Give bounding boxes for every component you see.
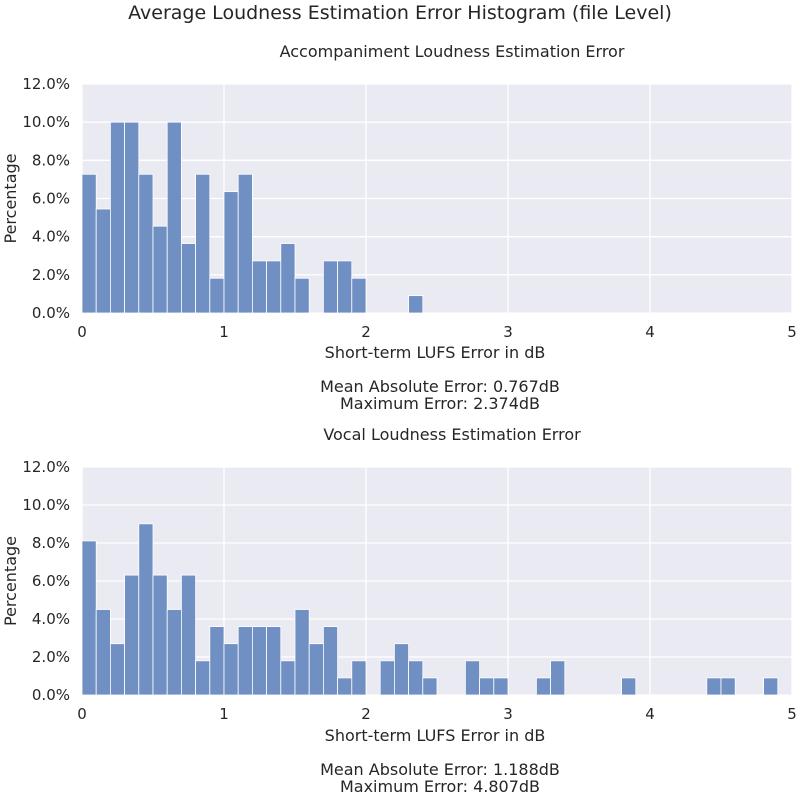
histogram-bar xyxy=(195,173,211,314)
histogram-bar xyxy=(81,540,97,696)
y-axis-label: Percentage xyxy=(1,536,20,626)
y-tick-label: 0.0% xyxy=(32,686,70,704)
figure-title: Average Loudness Estimation Error Histog… xyxy=(128,2,672,24)
histogram-bar xyxy=(422,677,438,696)
histogram-bar xyxy=(706,677,722,696)
histogram-bar xyxy=(379,660,395,696)
histogram-bar xyxy=(195,660,211,696)
histogram-bar xyxy=(322,626,338,696)
histogram-bar xyxy=(138,173,154,314)
histogram-bar xyxy=(294,277,310,314)
x-tick-label: 4 xyxy=(645,705,655,723)
y-tick-label: 6.0% xyxy=(32,190,70,208)
histogram-bar xyxy=(166,121,182,314)
histogram-bar xyxy=(351,660,367,696)
histogram-bar xyxy=(152,225,168,314)
caption-accompaniment: Mean Absolute Error: 0.767dB Maximum Err… xyxy=(40,378,800,412)
x-tick-label: 2 xyxy=(361,705,371,723)
histogram-bar xyxy=(337,260,353,314)
x-tick-label: 0 xyxy=(77,323,87,341)
histogram-bar xyxy=(280,243,296,314)
histogram-bar xyxy=(266,626,282,696)
histogram-bar xyxy=(479,677,495,696)
panel-title: Accompaniment Loudness Estimation Error xyxy=(280,42,625,61)
histogram-bar xyxy=(223,191,239,314)
histogram-bar xyxy=(621,677,637,696)
histogram-bar xyxy=(180,574,196,696)
histogram-bar xyxy=(294,609,310,696)
x-tick-label: 5 xyxy=(787,323,797,341)
caption-mae: Mean Absolute Error: 0.767dB xyxy=(320,377,560,396)
histogram-bar xyxy=(95,208,111,314)
histogram-bar xyxy=(337,677,353,696)
caption-max: Maximum Error: 4.807dB xyxy=(339,777,541,796)
histogram-bar xyxy=(81,173,97,314)
x-tick-label: 4 xyxy=(645,323,655,341)
x-tick-label: 0 xyxy=(77,705,87,723)
histogram-bar xyxy=(110,121,126,314)
histogram-bar xyxy=(720,677,736,696)
y-tick-label: 6.0% xyxy=(32,572,70,590)
y-tick-label: 0.0% xyxy=(32,304,70,322)
histogram-bar xyxy=(280,660,296,696)
histogram-bar xyxy=(763,677,779,696)
histogram-bar xyxy=(550,660,566,696)
histogram-bar xyxy=(223,643,239,696)
histogram-bar xyxy=(110,643,126,696)
histogram-bar xyxy=(95,609,111,696)
y-tick-label: 4.0% xyxy=(32,228,70,246)
histogram-bar xyxy=(251,626,267,696)
histogram-bar xyxy=(408,660,424,696)
x-tick-label: 3 xyxy=(503,705,513,723)
x-axis-label: Short-term LUFS Error in dB xyxy=(325,343,546,362)
histogram-bar xyxy=(166,609,182,696)
histogram-bar xyxy=(322,260,338,314)
histogram-bar xyxy=(351,277,367,314)
histogram-bar xyxy=(251,260,267,314)
histogram-bar xyxy=(237,173,253,314)
histogram-bar xyxy=(152,574,168,696)
y-tick-label: 10.0% xyxy=(22,496,70,514)
caption-vocal: Mean Absolute Error: 1.188dB Maximum Err… xyxy=(40,761,800,795)
caption-mae: Mean Absolute Error: 1.188dB xyxy=(320,760,560,779)
y-tick-label: 2.0% xyxy=(32,266,70,284)
y-tick-label: 2.0% xyxy=(32,648,70,666)
histogram-bar xyxy=(266,260,282,314)
histogram-bar xyxy=(536,677,552,696)
x-tick-label: 1 xyxy=(219,323,229,341)
histogram-bar xyxy=(464,660,480,696)
histogram-bar xyxy=(237,626,253,696)
x-tick-label: 3 xyxy=(503,323,513,341)
x-tick-label: 2 xyxy=(361,323,371,341)
caption-max: Maximum Error: 2.374dB xyxy=(339,394,541,413)
x-tick-label: 1 xyxy=(219,705,229,723)
y-tick-label: 4.0% xyxy=(32,610,70,628)
histogram-bar xyxy=(493,677,509,696)
y-tick-label: 12.0% xyxy=(22,458,70,476)
histogram-bar xyxy=(308,643,324,696)
y-axis-label: Percentage xyxy=(1,153,20,243)
y-tick-label: 10.0% xyxy=(22,113,70,131)
panel-title: Vocal Loudness Estimation Error xyxy=(323,425,581,444)
x-tick-label: 5 xyxy=(787,705,797,723)
histogram-bar xyxy=(408,295,424,314)
y-tick-label: 12.0% xyxy=(22,75,70,93)
y-tick-label: 8.0% xyxy=(32,534,70,552)
histogram-bar xyxy=(393,643,409,696)
histogram-bar xyxy=(138,523,154,696)
histogram-bar xyxy=(124,121,140,314)
histogram-bar xyxy=(124,574,140,696)
histogram-bar xyxy=(209,277,225,314)
y-tick-label: 8.0% xyxy=(32,151,70,169)
histogram-bar xyxy=(209,626,225,696)
x-axis-label: Short-term LUFS Error in dB xyxy=(325,726,546,745)
histogram-bar xyxy=(180,243,196,314)
